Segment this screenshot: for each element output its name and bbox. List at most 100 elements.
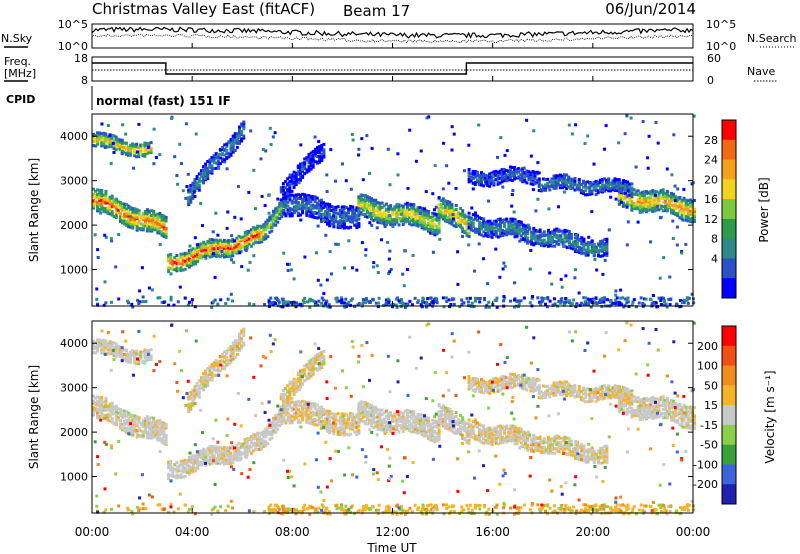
power-cell: [212, 167, 216, 171]
power-cell: [582, 179, 585, 183]
velocity-cell: [349, 432, 353, 436]
power-cell: [674, 201, 678, 205]
velocity-cell: [196, 457, 200, 461]
power-cell: [492, 172, 496, 176]
velocity-cell: [260, 445, 264, 449]
velocity-cell: [258, 431, 262, 435]
velocity-cell: [108, 402, 112, 406]
velocity-cell: [191, 469, 195, 473]
power-cell: [389, 267, 393, 271]
power-cell: [640, 207, 644, 211]
power-cell: [340, 301, 344, 305]
power-heatmap-cells: [92, 114, 696, 309]
power-cell: [100, 144, 104, 148]
power-cell: [501, 220, 504, 224]
power-cell: [625, 243, 629, 247]
velocity-cell: [245, 443, 249, 447]
power-cell: [110, 196, 114, 200]
power-cell: [347, 300, 351, 304]
power-colorbar-tick: 12: [704, 213, 718, 226]
power-cell: [424, 223, 428, 227]
velocity-cell: [294, 400, 298, 404]
power-cell: [133, 147, 137, 151]
power-cell: [119, 201, 122, 205]
power-cell: [139, 149, 143, 153]
power-cell: [428, 296, 432, 300]
power-cell: [405, 211, 409, 215]
power-cell: [654, 121, 658, 124]
power-cell: [127, 210, 131, 214]
velocity-cell: [162, 423, 166, 427]
power-cell: [444, 219, 447, 223]
velocity-cell: [349, 424, 353, 428]
power-cell: [552, 177, 556, 181]
power-cell: [473, 215, 477, 219]
power-cell: [296, 178, 300, 182]
velocity-cell: [301, 412, 305, 416]
power-cell: [313, 154, 317, 158]
power-cell: [145, 229, 149, 233]
velocity-cell: [262, 435, 266, 439]
power-cell: [322, 150, 326, 154]
power-cell: [417, 299, 421, 303]
velocity-cell: [301, 409, 305, 413]
power-cell: [642, 209, 646, 212]
power-cell: [690, 199, 694, 203]
power-cell: [233, 239, 236, 243]
power-cell: [384, 221, 388, 225]
power-cell: [204, 171, 208, 175]
velocity-cell: [272, 425, 276, 429]
power-cell: [513, 305, 516, 309]
velocity-cell: [152, 416, 156, 420]
power-cell: [330, 272, 333, 276]
power-cell: [139, 214, 143, 218]
velocity-cell: [152, 432, 156, 436]
power-cell: [469, 226, 473, 230]
velocity-cell: [328, 419, 332, 423]
power-cell: [484, 224, 488, 228]
velocity-cell: [104, 403, 108, 407]
power-cell: [361, 178, 365, 182]
power-cell: [169, 298, 173, 302]
power-cell: [544, 241, 548, 245]
power-cell: [141, 215, 145, 218]
power-cell: [112, 198, 116, 202]
velocity-cell: [129, 425, 133, 429]
power-cell: [536, 197, 540, 201]
velocity-cell: [164, 434, 168, 437]
power-cell: [361, 298, 365, 302]
power-cell: [467, 170, 471, 174]
power-cell: [195, 243, 199, 247]
velocity-cell: [301, 399, 305, 403]
power-cell: [96, 138, 100, 142]
power-cell: [213, 276, 217, 279]
power-cell: [680, 251, 684, 255]
power-cell: [584, 248, 588, 252]
power-cell: [517, 220, 521, 224]
power-cell: [301, 299, 305, 303]
power-cell: [152, 216, 156, 220]
velocity-cell: [324, 417, 328, 420]
power-cell: [188, 300, 191, 304]
power-cell: [528, 226, 532, 230]
power-cell: [640, 210, 644, 214]
power-cell: [242, 120, 246, 124]
power-cell: [363, 301, 367, 305]
power-cell: [535, 180, 539, 184]
power-cell: [191, 181, 195, 185]
power-cell: [676, 212, 680, 216]
power-cell: [565, 239, 569, 243]
power-cell: [526, 226, 530, 230]
power-cell: [515, 167, 519, 171]
power-cell: [241, 245, 245, 248]
power-cell: [342, 211, 346, 215]
velocity-cell: [225, 449, 228, 453]
power-cell: [162, 300, 166, 304]
velocity-cell: [229, 457, 233, 461]
velocity-cell: [218, 449, 222, 453]
power-cell: [401, 219, 405, 223]
power-cell: [466, 300, 470, 304]
power-cell: [474, 299, 477, 303]
power-cell: [217, 166, 221, 170]
power-cell: [386, 147, 390, 151]
